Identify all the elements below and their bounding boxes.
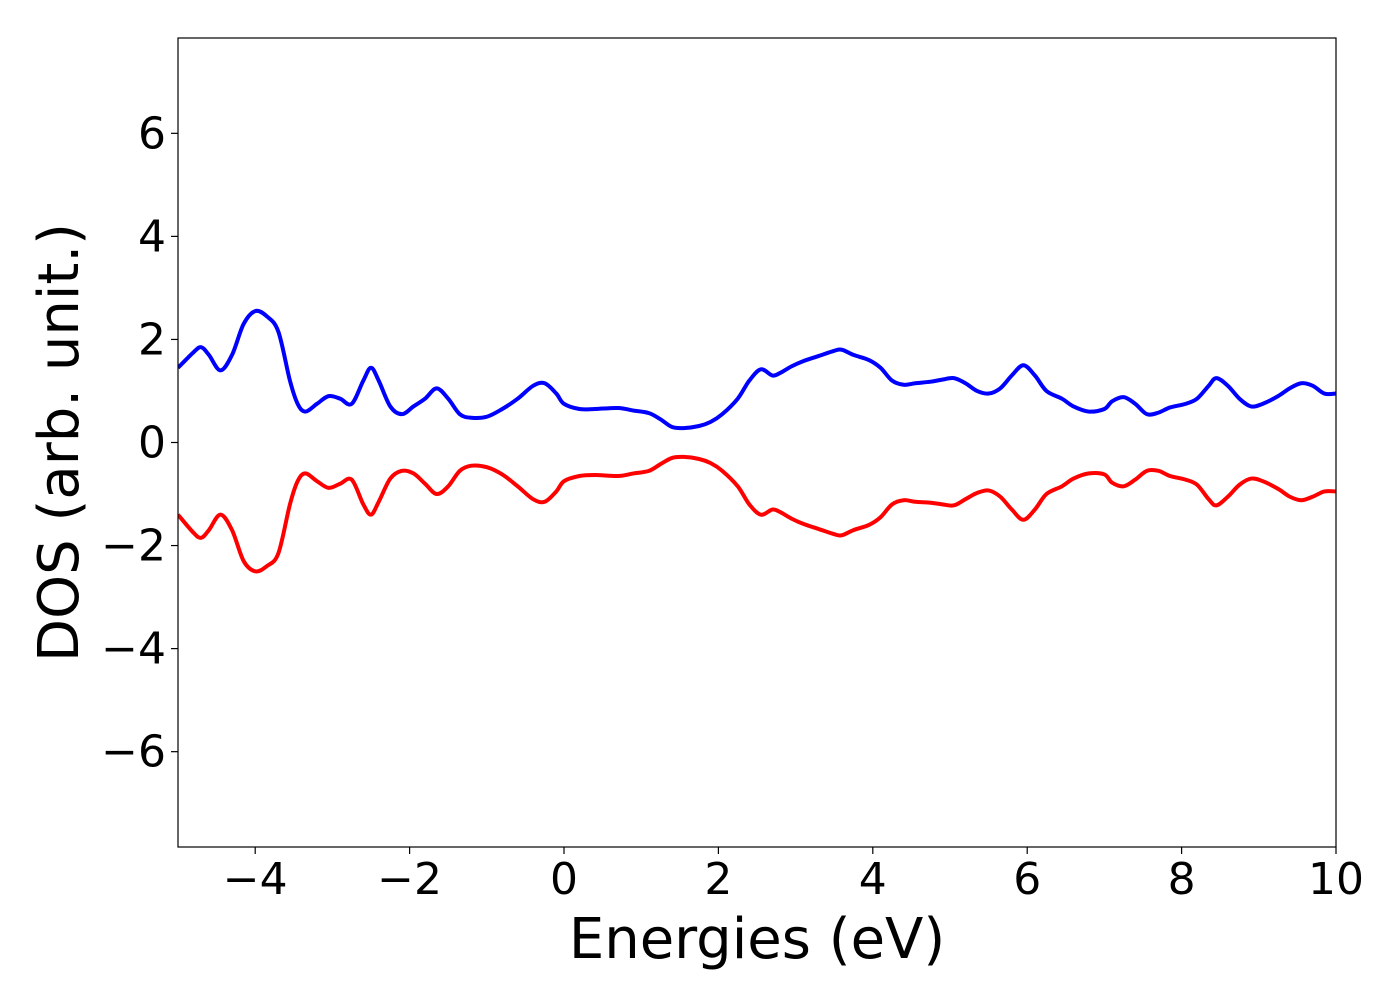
y-tick-label: 0 (138, 418, 166, 469)
x-tick-label: 8 (1168, 854, 1196, 905)
y-tick-label: 6 (138, 108, 166, 159)
x-axis-label: Energies (eV) (569, 907, 945, 972)
x-axis: −4 −2 0 2 4 6 8 10 (223, 847, 1364, 905)
series-layer (178, 308, 1336, 574)
y-tick-label: 2 (138, 314, 166, 365)
y-tick-label: 4 (138, 211, 166, 262)
x-tick-label: 6 (1013, 854, 1041, 905)
y-tick-label: −4 (101, 624, 166, 675)
y-tick-label: −6 (101, 727, 166, 778)
x-tick-label: −4 (223, 854, 288, 905)
x-tick-label: −2 (377, 854, 442, 905)
x-tick-label: 2 (704, 854, 732, 905)
y-axis-label: DOS (arb. unit.) (27, 223, 92, 662)
series-line-negative (178, 454, 1336, 574)
y-tick-label: −2 (101, 521, 166, 572)
x-tick-label: 4 (859, 854, 887, 905)
plot-frame (177, 37, 1337, 848)
x-tick-label: 10 (1308, 854, 1364, 905)
y-axis: 6 4 2 0 −2 −4 −6 (101, 108, 178, 778)
series-line-positive (178, 308, 1336, 431)
x-tick-label: 0 (550, 854, 578, 905)
